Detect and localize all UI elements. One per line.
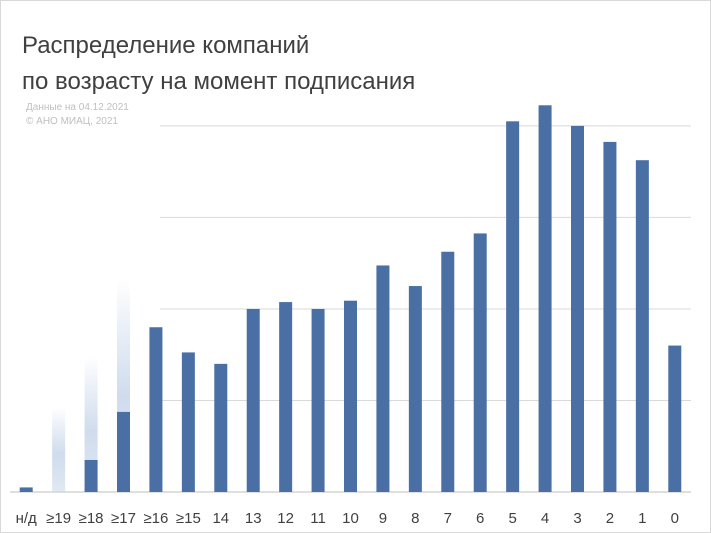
- x-tick-label: 0: [671, 510, 679, 527]
- x-tick-label: 8: [411, 510, 419, 527]
- chart-title-line-1: Распределение компаний: [22, 32, 310, 59]
- x-tick-label: 4: [541, 510, 549, 527]
- bar-4: [538, 105, 552, 492]
- bar-9: [376, 265, 390, 492]
- x-tick-label: ≥16: [143, 510, 168, 527]
- chart-title: Распределение компаний по возрасту на мо…: [22, 28, 582, 100]
- x-tick-label: ≥19: [46, 510, 71, 527]
- bar-6: [473, 233, 487, 492]
- ghost-bar-≥18: [84, 356, 98, 492]
- bar-≥18: [84, 459, 98, 492]
- x-tick-label: 14: [212, 510, 229, 527]
- x-tick-label: ≥18: [79, 510, 104, 527]
- bar-14: [214, 363, 228, 492]
- bar-3: [571, 125, 584, 492]
- copyright-note: © АНО МИАЦ, 2021: [26, 116, 118, 127]
- data-source-note: Данные на 04.12.2021 © АНО МИАЦ, 2021: [26, 101, 226, 129]
- bar-2: [603, 141, 617, 492]
- bar-1: [635, 160, 649, 493]
- bars: [19, 105, 682, 493]
- x-tick-label: 9: [379, 510, 387, 527]
- bar-12: [279, 302, 293, 492]
- x-tick-label: н/д: [16, 510, 37, 527]
- bar-5: [506, 121, 520, 493]
- x-tick-label: 6: [476, 510, 484, 527]
- x-tick-label: 2: [606, 510, 614, 527]
- bar-13: [246, 308, 260, 492]
- bar-0: [668, 345, 682, 492]
- ghost-bar-≥19: [52, 407, 66, 492]
- data-date-note: Данные на 04.12.2021: [26, 102, 129, 113]
- x-tick-label: 1: [638, 510, 646, 527]
- bar-≥16: [149, 327, 163, 492]
- bar-н/д: [19, 487, 33, 492]
- bar-10: [344, 300, 357, 492]
- bar-≥17: [117, 411, 130, 492]
- x-tick-label: ≥17: [111, 510, 136, 527]
- x-tick-label: 11: [310, 510, 326, 527]
- x-tick-label: 3: [573, 510, 581, 527]
- x-tick-labels: н/д ≥19 ≥18 ≥17 ≥16 ≥15 14 13 12 11 10 9 8 7 6 5 4 3 2 1 0: [16, 510, 679, 527]
- x-tick-label: 7: [444, 510, 452, 527]
- x-tick-label: 10: [342, 510, 359, 527]
- bar-8: [408, 286, 422, 492]
- x-tick-label: 12: [277, 510, 294, 527]
- x-tick-label: 5: [508, 510, 516, 527]
- chart-title-line-2: по возрасту на момент подписания: [22, 68, 416, 95]
- bar-7: [441, 251, 455, 492]
- x-tick-label: 13: [245, 510, 262, 527]
- x-tick-label: ≥15: [176, 510, 201, 527]
- bar-≥15: [181, 352, 195, 492]
- bar-11: [311, 308, 325, 492]
